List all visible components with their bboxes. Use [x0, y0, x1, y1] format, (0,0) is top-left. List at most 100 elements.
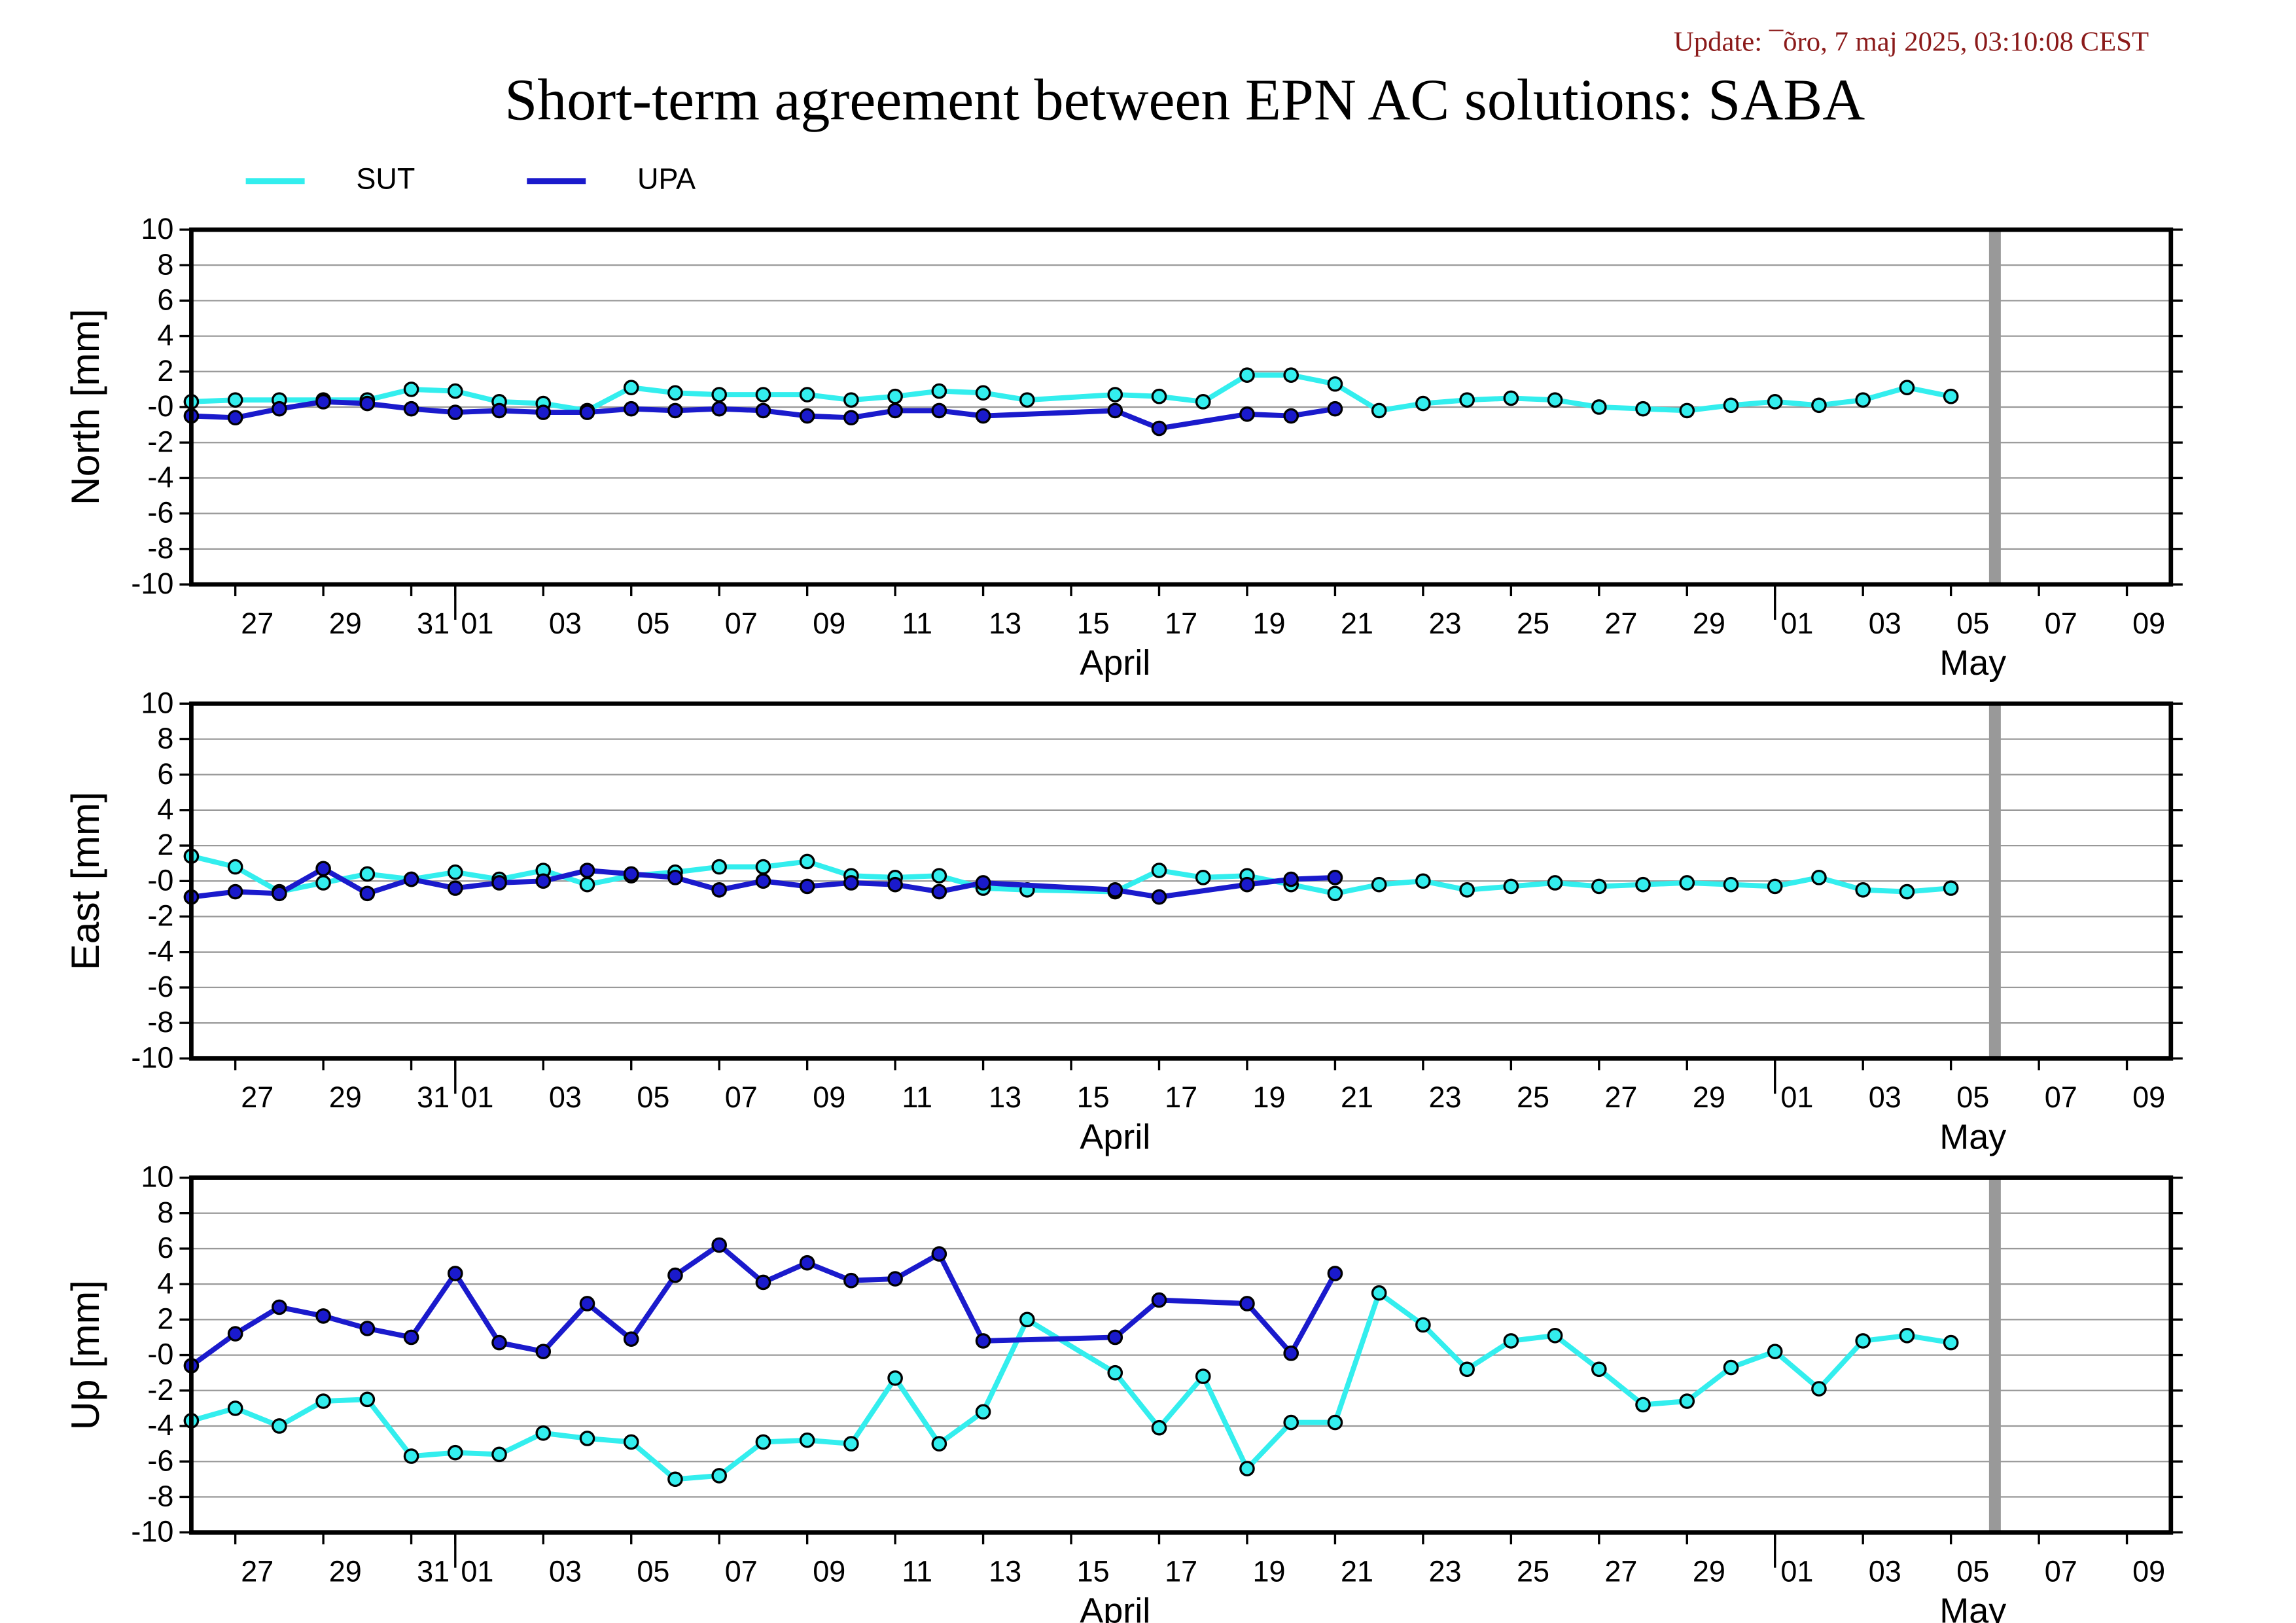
- data-point: [1767, 1344, 1783, 1359]
- y-tick-label: 4: [157, 319, 173, 352]
- data-point: [315, 861, 331, 877]
- data-point: [579, 1431, 595, 1446]
- y-tick-label: 6: [157, 757, 173, 791]
- update-stamp: Update: ¯õro, 7 maj 2025, 03:10:08 CEST: [1674, 26, 2149, 57]
- data-point: [1679, 875, 1695, 891]
- data-point: [272, 401, 287, 417]
- x-tick-label: 07: [2045, 607, 2077, 640]
- data-point: [447, 1266, 463, 1281]
- x-tick-label: 27: [1604, 607, 1637, 640]
- x-tick-label: 01: [1780, 1080, 1813, 1114]
- data-point: [535, 1425, 552, 1441]
- data-point: [1811, 870, 1827, 885]
- data-point: [491, 1446, 507, 1463]
- x-tick-label: 07: [725, 607, 758, 640]
- data-point: [887, 876, 903, 893]
- data-point: [623, 1331, 639, 1347]
- data-point: [887, 402, 903, 419]
- data-point: [1899, 380, 1915, 395]
- data-point: [623, 866, 639, 882]
- data-point: [887, 1271, 903, 1287]
- data-point: [1943, 880, 1959, 896]
- plot-frame: [189, 1175, 2174, 1535]
- data-point: [1327, 1266, 1343, 1281]
- x-tick-label: 03: [1869, 607, 1901, 640]
- data-point: [931, 883, 947, 900]
- data-point: [711, 1237, 727, 1253]
- data-point: [667, 402, 683, 419]
- x-tick-label: 07: [725, 1554, 758, 1588]
- data-point: [1459, 882, 1475, 898]
- data-point: [1503, 390, 1519, 406]
- x-tick-label: 27: [241, 1554, 274, 1588]
- y-tick-label: -8: [147, 531, 173, 565]
- data-point: [315, 1308, 331, 1324]
- series-line: [190, 853, 1951, 897]
- data-point: [1283, 1346, 1299, 1361]
- data-point: [1547, 875, 1563, 891]
- data-point: [535, 404, 552, 420]
- data-point: [1811, 1381, 1827, 1397]
- x-tick-label: 15: [1077, 1554, 1110, 1588]
- data-point: [887, 388, 903, 404]
- x-tick-label: 13: [989, 607, 1021, 640]
- data-point: [931, 1436, 947, 1452]
- y-tick-label: -8: [147, 1480, 173, 1513]
- y-tick-label: -2: [147, 899, 173, 933]
- data-point: [623, 401, 639, 417]
- data-point: [535, 1344, 552, 1359]
- x-tick-label: 07: [2045, 1080, 2077, 1114]
- x-tick-label: 05: [1956, 607, 1989, 640]
- y-tick-label: 2: [157, 354, 173, 387]
- y-tick-label: 6: [157, 283, 173, 316]
- data-point: [1679, 402, 1695, 419]
- data-point: [1723, 876, 1739, 893]
- month-label: May: [1939, 1592, 2006, 1623]
- data-point: [1547, 1327, 1563, 1344]
- data-point: [623, 380, 639, 395]
- data-point: [1415, 873, 1431, 889]
- y-tick-label: 8: [157, 722, 173, 755]
- y-tick-label: 4: [157, 793, 173, 826]
- data-point: [975, 408, 991, 424]
- x-tick-label: 11: [902, 1554, 932, 1588]
- data-point: [711, 1468, 727, 1484]
- data-point: [403, 382, 419, 397]
- x-tick-label: 27: [1604, 1554, 1637, 1588]
- month-label: May: [1939, 1117, 2006, 1156]
- data-point: [272, 1418, 287, 1434]
- data-point: [1283, 871, 1299, 887]
- x-tick-label: 13: [989, 1080, 1021, 1114]
- data-point: [1327, 1414, 1343, 1431]
- x-tick-label: 09: [813, 607, 845, 640]
- x-tick-label: 27: [1604, 1080, 1637, 1114]
- series-line: [191, 372, 1952, 414]
- data-point: [447, 404, 463, 420]
- x-tick-label: 13: [989, 1554, 1021, 1588]
- x-tick-label: 01: [1780, 1554, 1813, 1588]
- data-point: [799, 408, 815, 424]
- y-tick-label: -10: [131, 1515, 173, 1548]
- x-tick-label: 01: [461, 1080, 493, 1114]
- y-tick-label: -4: [147, 935, 173, 968]
- y-tick-label: -6: [147, 1444, 173, 1477]
- data-point: [403, 871, 419, 887]
- x-tick-label: 25: [1517, 1554, 1549, 1588]
- data-point: [1327, 870, 1343, 885]
- y-axis-label: North [mm]: [63, 309, 107, 505]
- data-point: [843, 392, 859, 408]
- x-tick-label: 05: [637, 1080, 669, 1114]
- month-label: April: [1080, 643, 1150, 683]
- data-point: [887, 1370, 903, 1386]
- data-point: [975, 875, 991, 891]
- x-tick-label: 21: [1341, 1080, 1373, 1114]
- data-point: [1415, 1317, 1431, 1333]
- data-point: [1459, 1361, 1475, 1378]
- data-point: [403, 1329, 419, 1346]
- y-tick-label: -0: [147, 1338, 173, 1371]
- x-tick-label: 29: [1693, 1554, 1725, 1588]
- data-point: [272, 885, 287, 902]
- data-point: [359, 395, 376, 412]
- data-point: [1855, 392, 1871, 408]
- series-line: [190, 1290, 1952, 1482]
